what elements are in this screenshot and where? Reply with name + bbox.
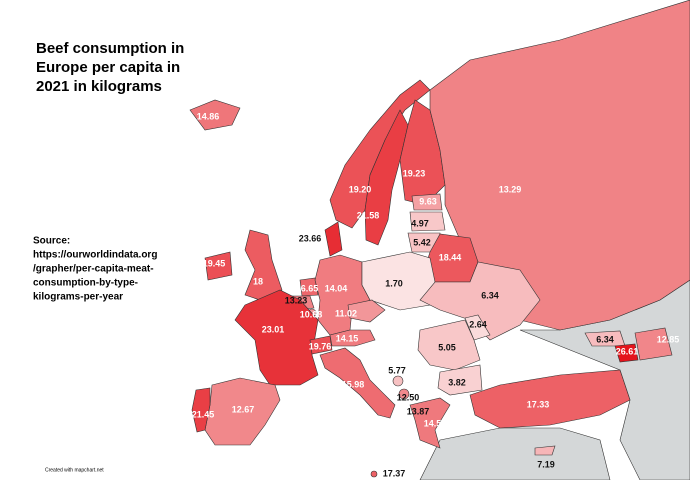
country [204, 251, 233, 281]
country [309, 335, 333, 355]
country [191, 387, 211, 433]
country [314, 254, 371, 336]
country [324, 221, 343, 257]
value-label: 19.23 [403, 168, 426, 178]
country [437, 364, 483, 396]
source-line: kilograms-per-year [33, 292, 123, 303]
value-label: 26.61 [616, 346, 639, 356]
country [634, 327, 673, 361]
value-label: 21.58 [357, 210, 380, 220]
value-label: 19.45 [203, 258, 226, 268]
value-label: 19.76 [309, 341, 332, 351]
value-label: 14.15 [336, 333, 359, 343]
value-label: 14.86 [197, 111, 220, 121]
value-label: 14.04 [325, 283, 348, 293]
value-label: 2.64 [469, 319, 487, 329]
value-label: 18 [253, 276, 263, 286]
country [189, 99, 241, 131]
source-line: /grapher/per-capita-meat- [33, 264, 154, 275]
value-label: 12.85 [657, 334, 680, 344]
title-line: Beef consumption in [36, 40, 184, 57]
country [234, 289, 319, 386]
labels: 14.86 19.20 21.58 19.23 13.29 9.63 4.97 5.42 23.… [192, 111, 680, 478]
country [347, 299, 386, 323]
country [319, 347, 396, 419]
value-label: 6.34 [596, 334, 614, 344]
value-label: 7.19 [537, 459, 555, 469]
country [409, 397, 451, 449]
country [329, 79, 431, 229]
country [614, 343, 639, 363]
country [299, 277, 319, 297]
country [419, 261, 541, 341]
country [329, 329, 376, 347]
country [411, 193, 443, 211]
source-line: consumption-by-type- [33, 278, 138, 289]
country [398, 388, 410, 400]
country [417, 319, 481, 371]
country [392, 375, 404, 387]
value-label: 11.02 [335, 308, 357, 318]
value-label: 23.01 [262, 324, 285, 334]
value-label: 13.29 [499, 184, 522, 194]
source-line: https://ourworldindata.org [33, 250, 157, 261]
value-label: 6.34 [481, 290, 499, 300]
source-line: Source: [33, 236, 70, 247]
value-label: 13.23 [285, 295, 308, 305]
country [469, 369, 631, 429]
country [409, 211, 446, 232]
value-label: 23.66 [299, 233, 322, 243]
credit: Created with mapchart.net [45, 467, 104, 473]
regions [189, 0, 690, 478]
country [370, 470, 378, 478]
value-label: 9.63 [419, 196, 437, 206]
value-label: 13.87 [407, 406, 430, 416]
title-line: 2021 in kilograms [36, 78, 162, 95]
value-label: 5.77 [388, 365, 406, 375]
title-line: Europe per capita in [36, 59, 180, 76]
country [534, 445, 556, 456]
value-label: 19.20 [349, 184, 372, 194]
value-label: 5.42 [413, 237, 431, 247]
value-label: 18.44 [439, 252, 462, 262]
value-label: 4.97 [411, 218, 429, 228]
value-label: 3.82 [448, 377, 466, 387]
value-label: 5.05 [438, 342, 456, 352]
value-label: 12.67 [232, 404, 255, 414]
value-label: 17.37 [383, 468, 406, 478]
value-label: 10.68 [300, 309, 323, 319]
value-label: 21.45 [192, 409, 215, 419]
value-label: 14.51 [424, 418, 447, 428]
value-label: 1.70 [385, 278, 403, 288]
value-label: 12.50 [397, 392, 420, 402]
value-label: 16.65 [296, 283, 319, 293]
value-label: 17.33 [527, 399, 550, 409]
value-label: 15.98 [342, 379, 365, 389]
